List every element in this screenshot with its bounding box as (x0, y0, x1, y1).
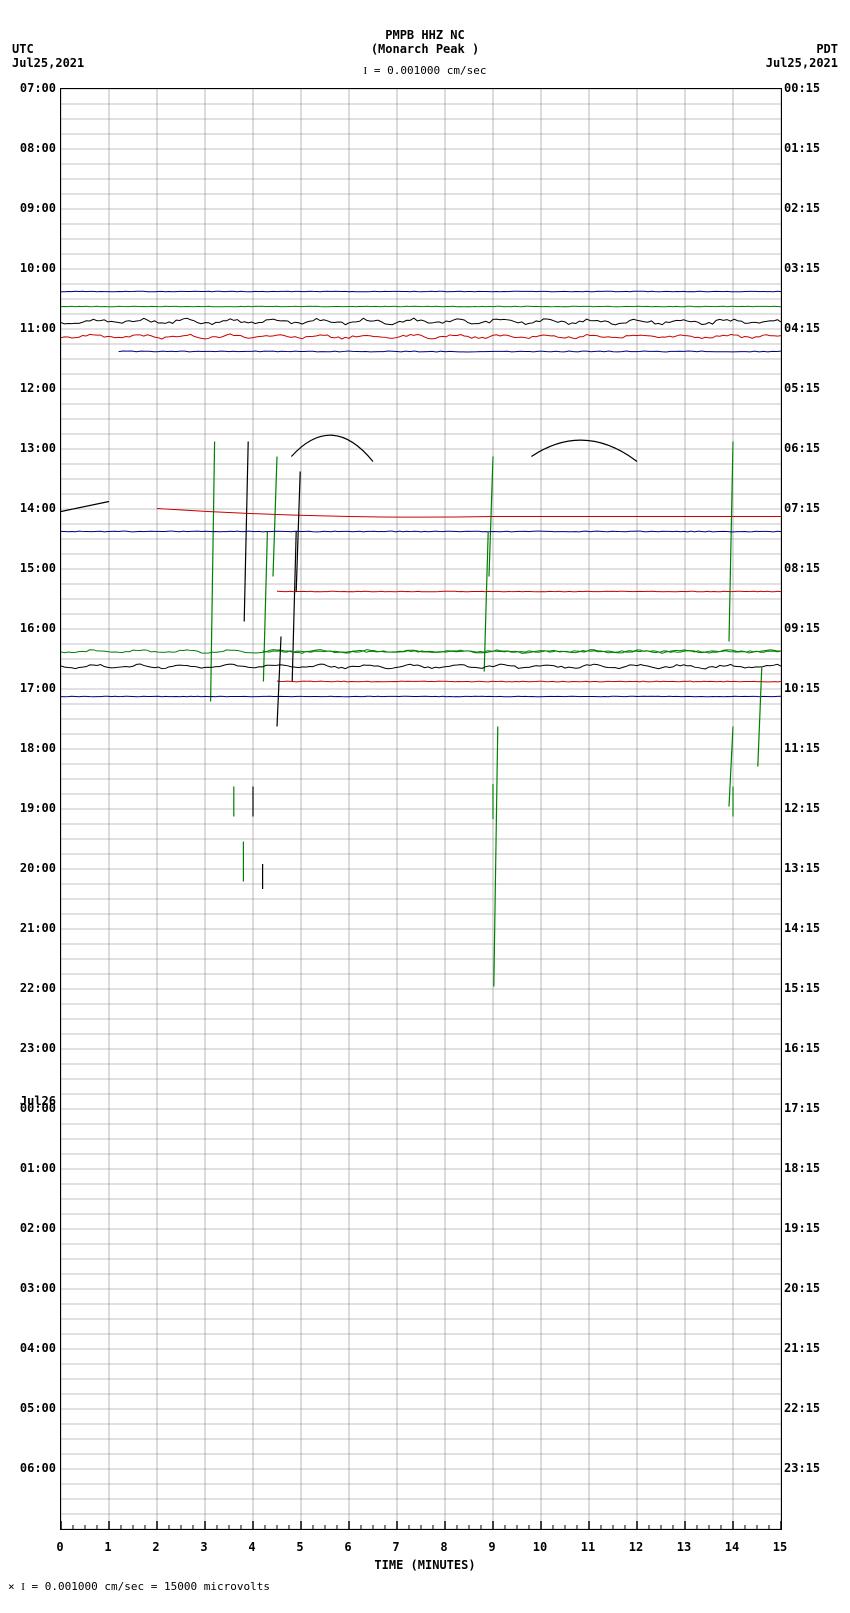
hour-label-left: 20:00 (20, 861, 56, 875)
hour-label-right: 15:15 (784, 981, 820, 995)
hour-label-right: 19:15 (784, 1221, 820, 1235)
hour-label-right: 10:15 (784, 681, 820, 695)
hour-label-right: 22:15 (784, 1401, 820, 1415)
hour-label-right: 21:15 (784, 1341, 820, 1355)
date-left-label: Jul25,2021 (12, 56, 84, 70)
hour-label-right: 12:15 (784, 801, 820, 815)
hour-label-right: 08:15 (784, 561, 820, 575)
hour-label-right: 14:15 (784, 921, 820, 935)
hour-label-right: 17:15 (784, 1101, 820, 1115)
hour-label-right: 05:15 (784, 381, 820, 395)
hour-label-left: 00:00 (20, 1101, 56, 1115)
seismogram-container: PMPB HHZ NC (Monarch Peak ) I = 0.001000… (0, 0, 850, 1613)
hour-label-left: 03:00 (20, 1281, 56, 1295)
tz-left-label: UTC (12, 42, 34, 56)
hour-label-left: 11:00 (20, 321, 56, 335)
hour-label-left: 08:00 (20, 141, 56, 155)
xtick-label: 1 (104, 1540, 111, 1554)
xtick-label: 8 (440, 1540, 447, 1554)
xtick-label: 14 (725, 1540, 739, 1554)
hour-label-left: 09:00 (20, 201, 56, 215)
hour-label-right: 11:15 (784, 741, 820, 755)
hour-label-left: 12:00 (20, 381, 56, 395)
plot-area (60, 88, 782, 1530)
hour-label-left: 22:00 (20, 981, 56, 995)
xaxis-label: TIME (MINUTES) (0, 1558, 850, 1572)
hour-label-right: 16:15 (784, 1041, 820, 1055)
hour-label-right: 04:15 (784, 321, 820, 335)
hour-label-right: 09:15 (784, 621, 820, 635)
footer-scale: × I = 0.001000 cm/sec = 15000 microvolts (8, 1580, 270, 1593)
hour-label-left: 13:00 (20, 441, 56, 455)
xtick-label: 15 (773, 1540, 787, 1554)
hour-label-left: 16:00 (20, 621, 56, 635)
xtick-label: 13 (677, 1540, 691, 1554)
hour-label-left: 17:00 (20, 681, 56, 695)
hour-label-left: 23:00 (20, 1041, 56, 1055)
hour-label-right: 20:15 (784, 1281, 820, 1295)
hour-label-right: 23:15 (784, 1461, 820, 1475)
hour-label-right: 18:15 (784, 1161, 820, 1175)
station-id: PMPB HHZ NC (0, 28, 850, 42)
xtick-label: 0 (56, 1540, 63, 1554)
xtick-label: 3 (200, 1540, 207, 1554)
scale-indicator: I = 0.001000 cm/sec (364, 64, 487, 77)
hour-label-right: 01:15 (784, 141, 820, 155)
hour-label-right: 00:15 (784, 81, 820, 95)
hour-label-left: 15:00 (20, 561, 56, 575)
hour-label-right: 07:15 (784, 501, 820, 515)
hour-label-right: 02:15 (784, 201, 820, 215)
station-name: (Monarch Peak ) (0, 42, 850, 56)
hour-label-left: 19:00 (20, 801, 56, 815)
xtick-label: 11 (581, 1540, 595, 1554)
xtick-label: 6 (344, 1540, 351, 1554)
hour-label-right: 06:15 (784, 441, 820, 455)
hour-label-left: 04:00 (20, 1341, 56, 1355)
hour-label-left: 07:00 (20, 81, 56, 95)
xtick-label: 4 (248, 1540, 255, 1554)
xtick-label: 12 (629, 1540, 643, 1554)
hour-label-left: 10:00 (20, 261, 56, 275)
hour-label-left: 01:00 (20, 1161, 56, 1175)
hour-label-right: 03:15 (784, 261, 820, 275)
date-right-label: Jul25,2021 (766, 56, 838, 70)
hour-label-left: 18:00 (20, 741, 56, 755)
hour-label-left: 14:00 (20, 501, 56, 515)
xtick-label: 5 (296, 1540, 303, 1554)
hour-label-left: 05:00 (20, 1401, 56, 1415)
xtick-label: 7 (392, 1540, 399, 1554)
xtick-label: 10 (533, 1540, 547, 1554)
tz-right-label: PDT (816, 42, 838, 56)
hour-label-left: 21:00 (20, 921, 56, 935)
hour-label-left: 06:00 (20, 1461, 56, 1475)
seismogram-svg (61, 89, 781, 1529)
hour-label-right: 13:15 (784, 861, 820, 875)
hour-label-left: 02:00 (20, 1221, 56, 1235)
xtick-label: 2 (152, 1540, 159, 1554)
xtick-label: 9 (488, 1540, 495, 1554)
